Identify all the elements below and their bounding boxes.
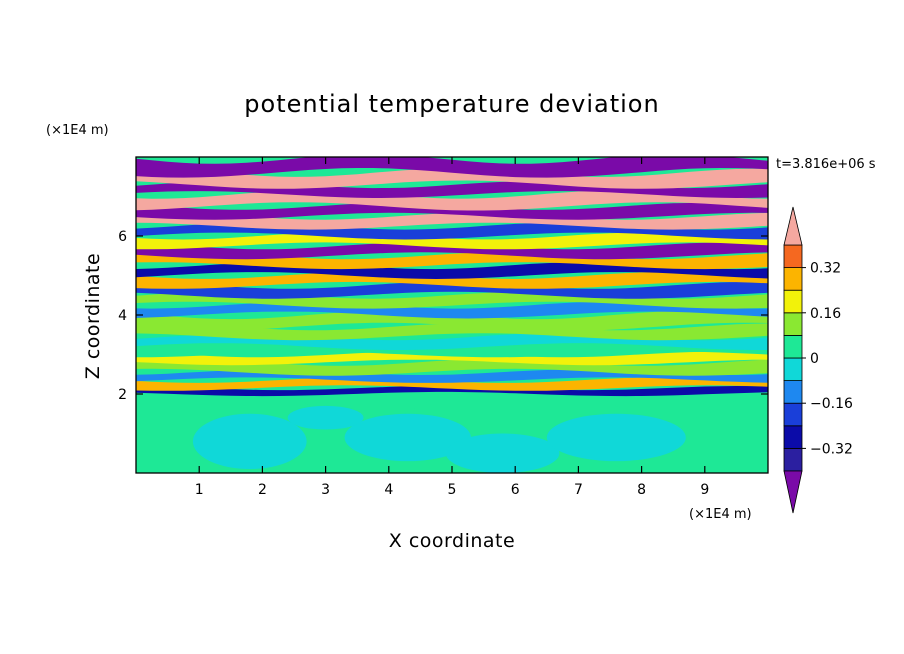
colorbar-label: 0.16 — [810, 306, 841, 322]
colorbar-box — [783, 402, 803, 427]
y-unit-label: (×1E4 m) — [46, 123, 109, 138]
colorbar-label: −0.32 — [810, 441, 853, 457]
contour-band — [136, 272, 768, 289]
x-axis-ticks: 1 2 3 4 5 6 7 8 9 — [195, 157, 709, 498]
colorbar-bottom-triangle — [783, 470, 803, 514]
colorbar-box — [783, 380, 803, 404]
colorbar-box — [783, 289, 803, 314]
colorbar-box — [783, 267, 803, 291]
time-label: t=3.816e+06 s — [776, 157, 876, 172]
colorbar-box — [783, 334, 803, 359]
contour-band — [136, 157, 768, 178]
colorbar-box — [783, 244, 803, 269]
y-axis-ticks: 2 4 6 — [118, 229, 768, 403]
contour-band — [136, 242, 768, 260]
x-tick-label: 8 — [637, 482, 646, 498]
x-tick-label: 5 — [448, 482, 457, 498]
contour-blob — [445, 433, 560, 473]
x-tick-label: 4 — [384, 482, 393, 498]
contour-band — [136, 168, 768, 189]
contour-band — [136, 343, 768, 358]
contour-band — [136, 232, 768, 250]
contour-field — [136, 157, 768, 473]
y-tick-label: 6 — [118, 229, 127, 245]
colorbar-label: 0.32 — [810, 261, 841, 277]
colorbar-box — [783, 357, 803, 382]
contour-blob — [287, 405, 364, 430]
contour-band — [136, 252, 768, 270]
y-tick-label: 4 — [118, 308, 127, 324]
x-tick-label: 6 — [511, 482, 520, 498]
contour-band — [136, 212, 768, 230]
colorbar-top-triangle — [783, 206, 803, 246]
x-tick-label: 9 — [700, 482, 709, 498]
contour-blob — [344, 413, 471, 462]
contour-band — [136, 351, 768, 366]
contour-band — [136, 377, 768, 391]
contour-band — [136, 190, 768, 211]
contour-band — [136, 386, 768, 397]
contour-band — [136, 202, 768, 220]
x-tick-label: 7 — [574, 482, 583, 498]
x-axis-label: X coordinate — [389, 530, 515, 552]
x-tick-label: 3 — [321, 482, 330, 498]
colorbar-box — [783, 425, 803, 449]
contour-blob — [546, 413, 686, 462]
contour-band — [136, 310, 768, 331]
y-axis-label: Z coordinate — [82, 253, 104, 379]
colorbar-label: 0 — [810, 351, 819, 367]
colorbar-label: −0.16 — [810, 396, 853, 412]
colorbar-box — [783, 447, 803, 472]
colorbar: 0.32 0.16 0 −0.16 −0.32 — [783, 206, 853, 514]
contour-band — [136, 359, 768, 376]
x-tick-label: 1 — [195, 482, 204, 498]
x-tick-label: 2 — [258, 482, 267, 498]
chart-title: potential temperature deviation — [244, 90, 659, 118]
contour-blob — [192, 413, 307, 470]
contour-band — [136, 323, 768, 341]
colorbar-box — [783, 312, 803, 336]
y-tick-label: 2 — [118, 387, 127, 403]
x-unit-label: (×1E4 m) — [689, 507, 752, 522]
contour-band — [136, 281, 768, 299]
